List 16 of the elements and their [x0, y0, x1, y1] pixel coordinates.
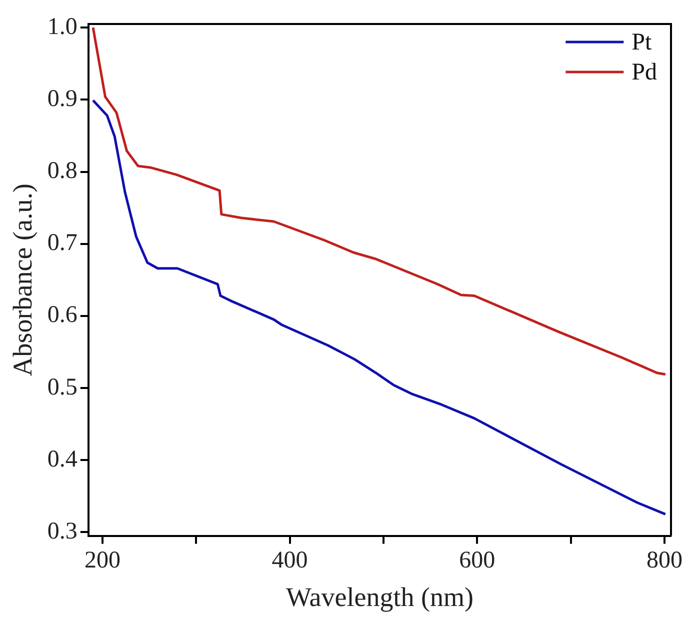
x-axis-title: Wavelength (nm) — [286, 582, 474, 612]
y-tick-label: 0.6 — [47, 302, 78, 328]
y-tick-label: 0.3 — [47, 518, 78, 544]
y-tick-label: 0.9 — [47, 86, 78, 112]
y-tick-label: 0.7 — [47, 230, 78, 256]
y-tick-label: 0.8 — [47, 158, 78, 184]
y-tick-label: 1.0 — [47, 14, 78, 40]
y-tick-label: 0.5 — [47, 374, 78, 400]
legend-label: Pt — [632, 29, 652, 56]
y-tick-label: 0.4 — [47, 446, 78, 472]
legend-label: Pd — [632, 59, 658, 86]
x-tick-label: 200 — [84, 547, 120, 574]
x-tick-label: 600 — [459, 547, 496, 574]
y-axis-title: Absorbance (a.u.) — [7, 184, 38, 376]
x-tick-label: 400 — [272, 547, 308, 574]
x-tick-label: 800 — [646, 547, 682, 574]
